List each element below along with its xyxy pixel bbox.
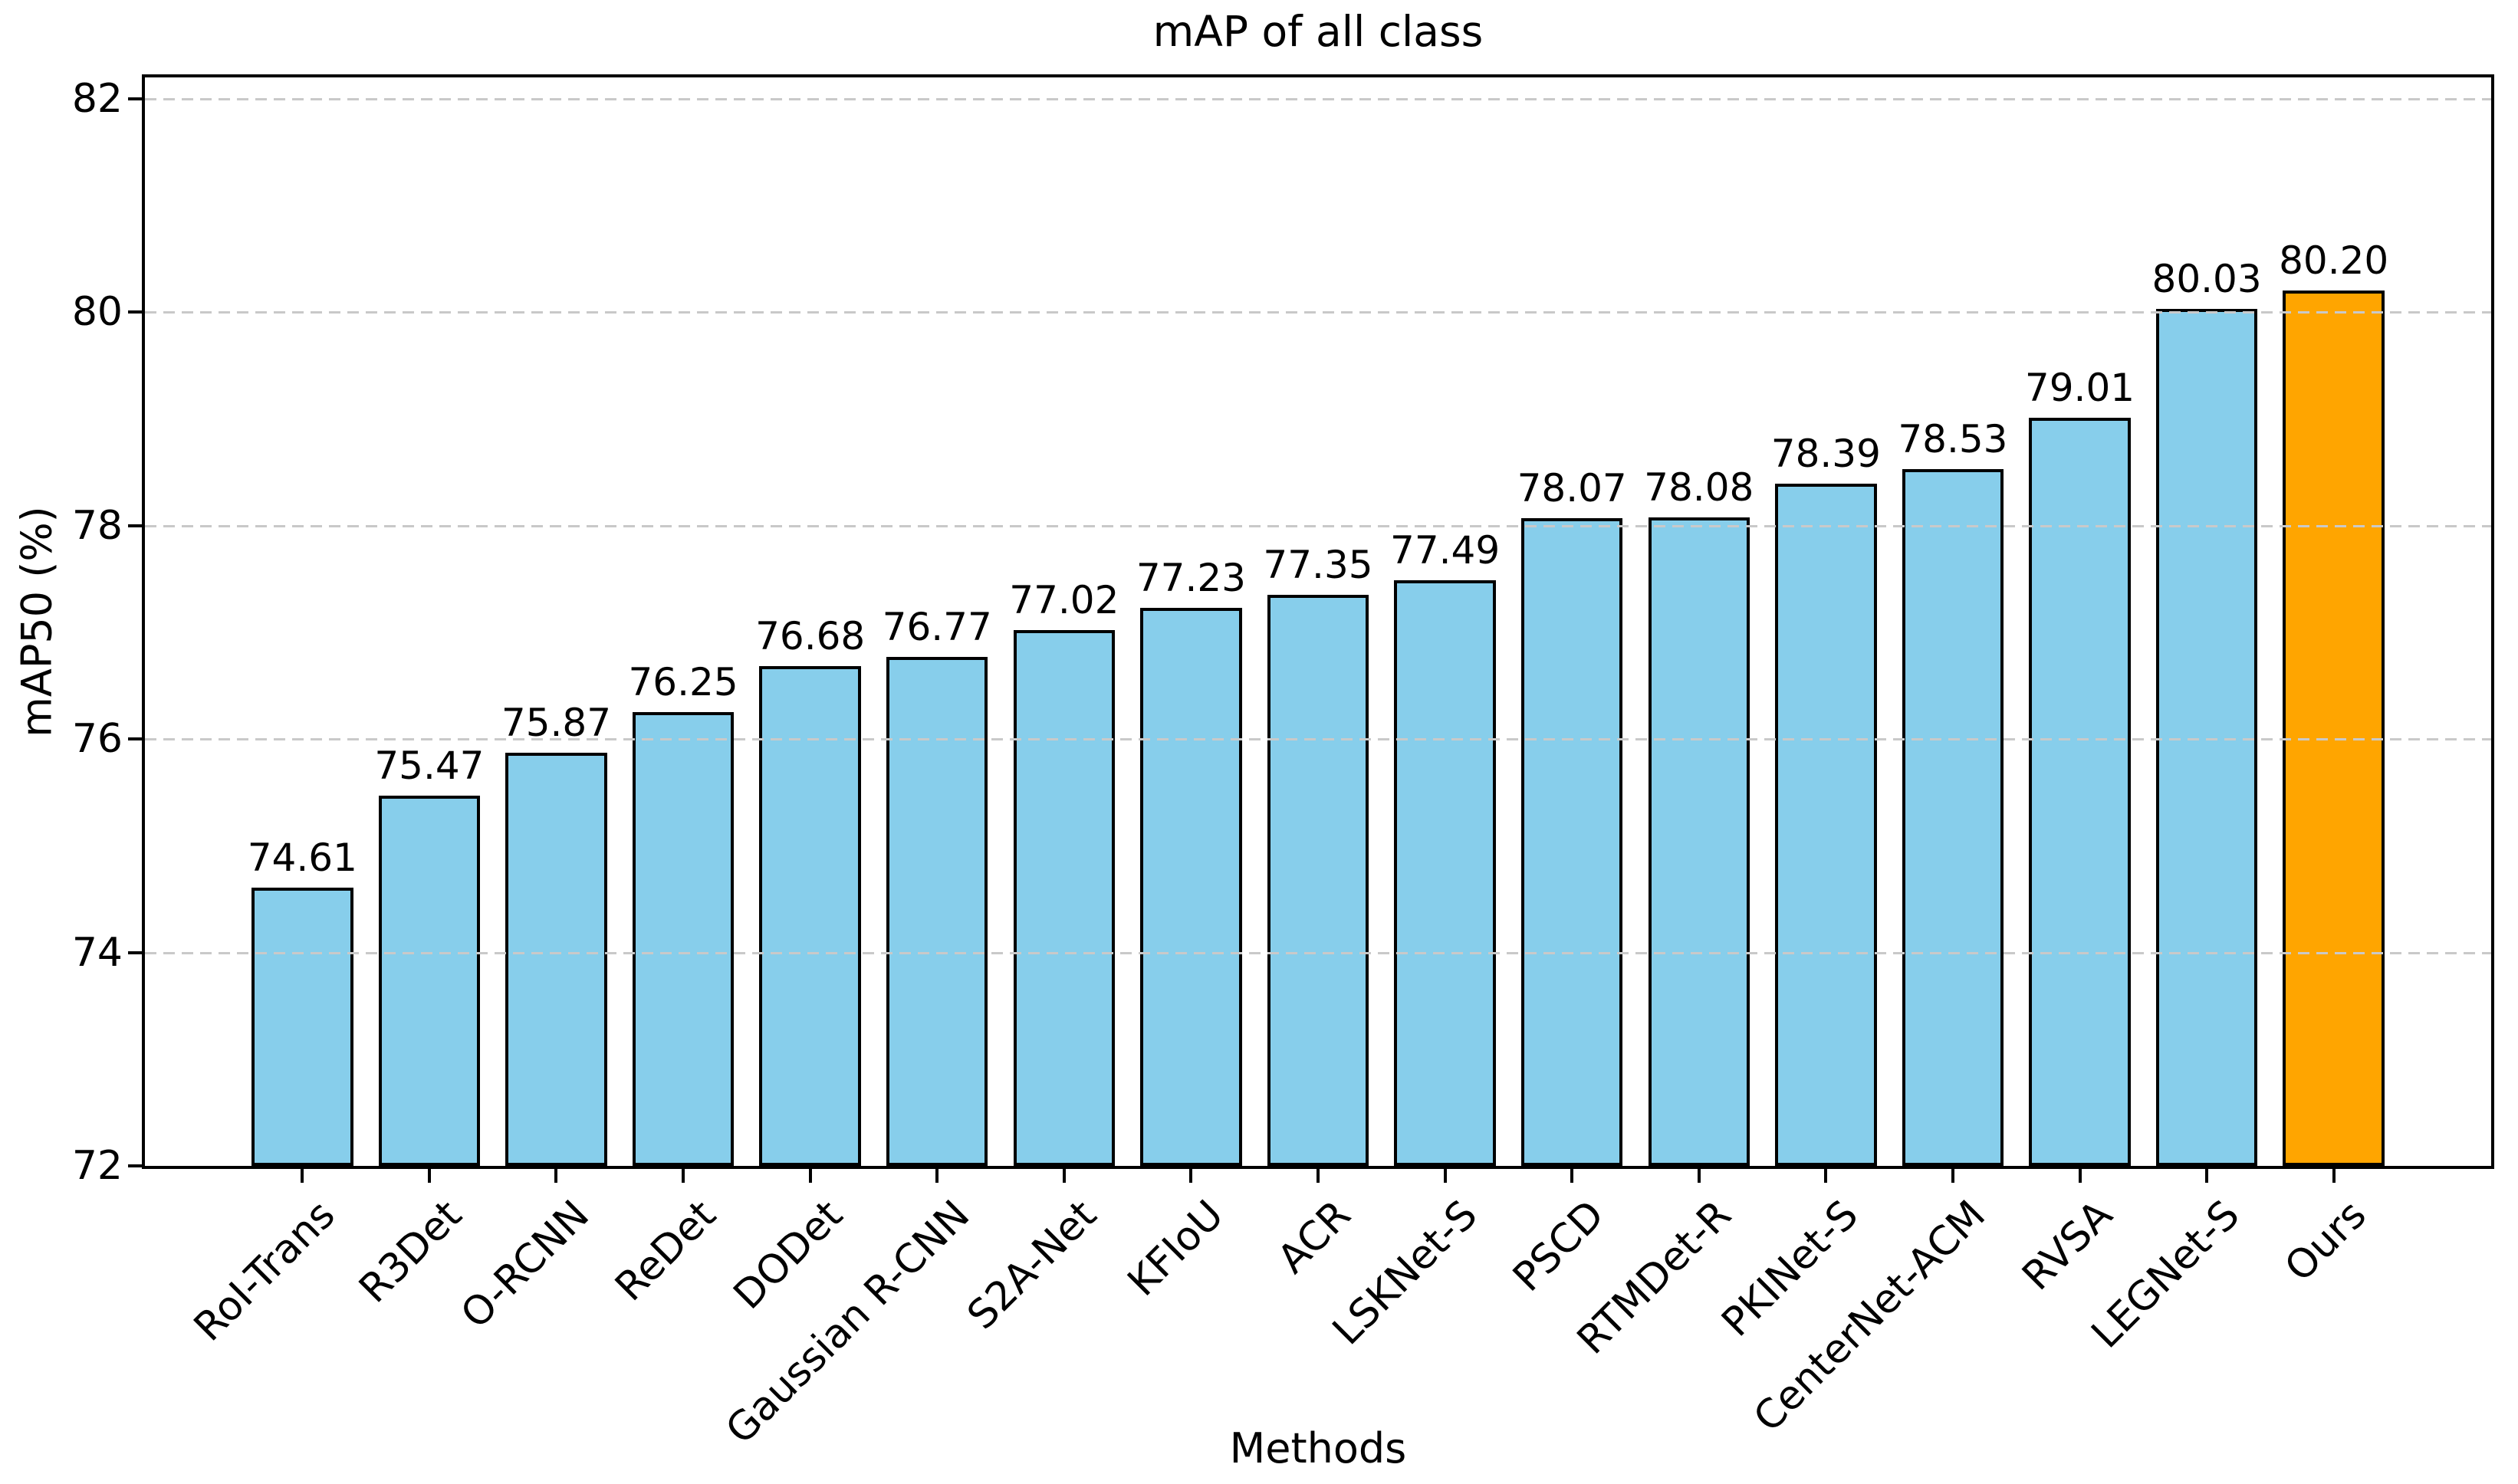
bar	[1140, 607, 1242, 1166]
bar	[886, 656, 988, 1166]
x-tick-label-text: KFIoU	[1119, 1191, 1233, 1305]
bar	[2283, 291, 2385, 1166]
bar	[378, 795, 481, 1166]
bar	[1775, 484, 1877, 1166]
bar-value-label: 77.49	[1390, 527, 1501, 573]
gridline	[145, 738, 2491, 741]
x-tick-label-text: PSCD	[1504, 1191, 1614, 1301]
x-tick-label-text: ReDet	[606, 1191, 725, 1311]
y-tick-mark	[128, 524, 142, 527]
y-tick-label: 82	[71, 75, 123, 122]
x-tick-mark	[554, 1169, 558, 1183]
bar-value-label: 76.77	[882, 604, 992, 649]
y-tick-label: 80	[71, 289, 123, 336]
x-tick-label-text: R3Det	[350, 1191, 472, 1312]
x-tick-mark	[1062, 1169, 1066, 1183]
x-tick-label-text: RVSA	[2013, 1191, 2122, 1300]
gridline	[145, 951, 2491, 954]
bar-value-label: 75.47	[374, 743, 485, 788]
x-tick-label-text: Ours	[2276, 1191, 2375, 1291]
x-tick-mark	[1189, 1169, 1193, 1183]
x-tick-mark	[427, 1169, 431, 1183]
y-tick-label: 78	[71, 502, 123, 549]
plot-area: 74.61 75.47 75.87 76.25 76.68 76.77 77.02 77.23…	[142, 74, 2494, 1169]
y-tick-mark	[128, 310, 142, 314]
bar-value-label: 79.01	[2024, 366, 2135, 411]
bar-value-label: 75.87	[501, 701, 612, 746]
x-tick-label-text: DODet	[725, 1191, 852, 1318]
x-axis-label: Methods	[1229, 1424, 1407, 1473]
bar	[759, 666, 861, 1166]
x-tick-label-text: O-RCNN	[452, 1191, 598, 1338]
bar-value-label: 76.25	[628, 660, 738, 705]
x-tick-label-text: ACR	[1269, 1191, 1360, 1283]
y-tick-label: 76	[71, 716, 123, 763]
x-tick-mark	[682, 1169, 685, 1183]
bar	[1267, 595, 1369, 1166]
bar-value-label: 74.61	[247, 835, 357, 880]
bar	[1902, 468, 2004, 1166]
x-tick-mark	[2205, 1169, 2209, 1183]
x-tick-label-text: S2A-Net	[958, 1191, 1106, 1339]
bar-value-label: 78.08	[1644, 465, 1754, 510]
bar-value-label: 78.07	[1517, 465, 1627, 511]
bar-value-label: 77.02	[1009, 578, 1119, 623]
x-tick-mark	[1697, 1169, 1701, 1183]
bar-value-label: 80.20	[2279, 238, 2389, 284]
x-tick-label-text: CenterNet-ACM	[1745, 1191, 1995, 1441]
y-tick-label: 74	[71, 929, 123, 976]
y-tick-mark	[128, 1164, 142, 1167]
bar	[2155, 309, 2258, 1166]
gridline	[145, 97, 2491, 100]
x-tick-mark	[1824, 1169, 1828, 1183]
y-tick-mark	[128, 97, 142, 100]
x-tick-label-text: Gaussian R-CNN	[717, 1191, 979, 1453]
bar-value-label: 77.35	[1263, 543, 1373, 588]
x-tick-mark	[1443, 1169, 1447, 1183]
x-tick-mark	[1951, 1169, 1954, 1183]
x-tick-mark	[2078, 1169, 2082, 1183]
y-tick-mark	[128, 950, 142, 954]
bar	[1013, 630, 1116, 1166]
x-tick-mark	[2332, 1169, 2336, 1183]
bar-value-label: 77.23	[1136, 555, 1246, 600]
chart-title: mAP of all class	[1152, 7, 1484, 56]
bar-value-label: 80.03	[2151, 257, 2262, 302]
bar	[251, 887, 353, 1166]
bar	[505, 753, 607, 1166]
bar	[1520, 517, 1623, 1166]
bar-value-label: 78.53	[1898, 416, 2008, 461]
x-tick-mark	[301, 1169, 304, 1183]
bar	[2029, 418, 2131, 1166]
x-tick-label-text: RoI-Trans	[185, 1191, 344, 1351]
bar-value-label: 78.39	[1770, 432, 1881, 477]
x-tick-mark	[808, 1169, 812, 1183]
gridline	[145, 311, 2491, 314]
gridline	[145, 524, 2491, 527]
x-tick-mark	[1570, 1169, 1574, 1183]
x-tick-mark	[1317, 1169, 1320, 1183]
y-tick-mark	[128, 737, 142, 741]
y-tick-label: 72	[71, 1143, 123, 1189]
bar	[632, 712, 735, 1166]
bar	[1394, 579, 1496, 1166]
bar	[1648, 517, 1750, 1166]
x-tick-mark	[935, 1169, 939, 1183]
bar-value-label: 76.68	[755, 614, 866, 659]
